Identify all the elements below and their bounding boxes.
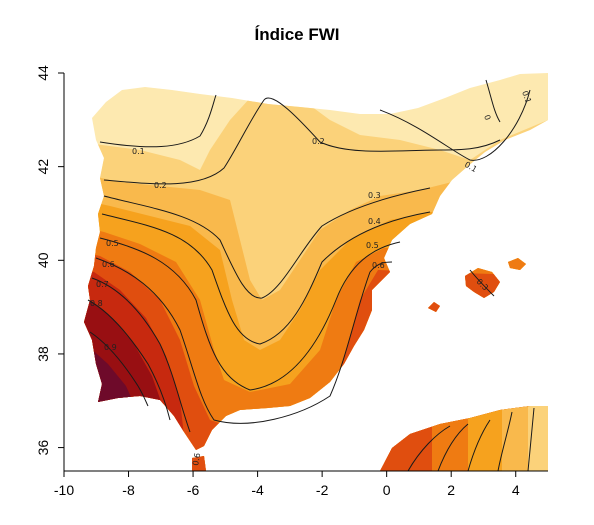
contour-line-0-1-east [379,89,531,161]
contour-line-africa-5 [527,407,535,471]
contour-line-africa-1 [407,425,451,471]
contour-line-0-8 [87,299,171,421]
y-tick-label: 42 [35,159,51,175]
fwi-contour-fill: 0 0.1 0.1 0.1 0.2 0.2 0.3 0.4 0.5 0.5 0.… [84,73,548,471]
contour-line-africa-2 [437,423,469,471]
x-tick-label: -2 [316,482,329,498]
x-tick-label: 2 [447,482,455,498]
contour-label-0: 0 [482,114,492,122]
fwi-africa-band-3 [468,400,502,471]
map-title: Índice FWI [255,25,340,44]
contour-line-0 [485,79,501,123]
contour-label-0-7: 0.7 [96,280,109,289]
contour-line-0-6 [95,257,393,424]
contour-label-0-2-east: 0.2 [312,137,325,146]
x-tick-label: -6 [187,482,200,498]
fwi-africa-band-4 [502,400,528,471]
contour-label-ceuta: 0.6 [191,452,202,466]
contour-label-0-5-east: 0.5 [366,241,379,250]
contour-line-africa-3 [467,419,491,471]
contour-label-0-8: 0.8 [90,299,103,308]
contour-label-0-9: 0.9 [104,343,117,352]
y-tick-label: 40 [35,252,51,268]
contour-label-0-4: 0.4 [368,217,381,226]
contour-label-0-6-west: 0.6 [102,260,115,269]
contour-line-balearic [469,269,495,297]
contour-label-0-1-east-top: 0.1 [520,90,533,105]
x-axis-ticks: -10 -8 -6 -4 -2 0 2 4 [54,471,520,498]
plot-axes: -10 -8 -6 -4 -2 0 2 4 36 38 40 42 44 [35,65,548,498]
contour-label-0-1-east: 0.1 [463,160,479,174]
contour-label-0-6-east: 0.6 [372,261,385,270]
contour-label-0-1-north: 0.1 [132,147,145,156]
contour-line-0-2 [103,97,501,185]
contour-line-0-7 [91,277,191,433]
contour-line-africa-4 [497,411,513,471]
x-tick-label: 4 [512,482,520,498]
x-tick-label: 0 [383,482,391,498]
contour-label-0-5-west: 0.5 [106,239,119,248]
y-tick-label: 38 [35,346,51,362]
x-tick-label: -4 [251,482,264,498]
y-axis-ticks: 36 38 40 42 44 [35,65,64,455]
fwi-contour-lines [87,79,535,471]
y-tick-label: 36 [35,440,51,456]
contour-line-0-1-north [99,94,217,148]
contour-label-0-3: 0.3 [368,191,381,200]
contour-line-0-5 [99,237,401,391]
y-tick-label: 44 [35,65,51,81]
fwi-africa-band-1 [380,400,432,471]
contour-line-0-3 [103,187,431,299]
contour-label-0-2-west: 0.2 [154,181,167,190]
contour-line-0-4 [101,211,431,345]
x-tick-label: -8 [122,482,135,498]
x-tick-label: -10 [54,482,74,498]
contour-line-0-9 [89,331,149,407]
